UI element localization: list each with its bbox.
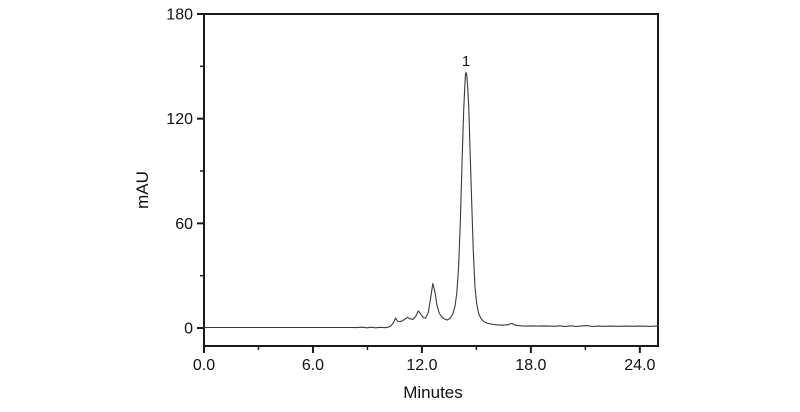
plot-border xyxy=(203,13,659,347)
x-axis-title: Minutes xyxy=(403,383,463,402)
chromatogram-trace xyxy=(203,71,659,329)
x-tick-label: 12.0 xyxy=(406,357,437,374)
y-tick-label: 180 xyxy=(166,7,193,24)
axis-ticks xyxy=(197,13,641,353)
x-tick-label: 6.0 xyxy=(302,357,324,374)
y-axis-title: mAU xyxy=(133,171,152,209)
trace-line xyxy=(203,71,659,329)
x-tick-label: 18.0 xyxy=(515,357,546,374)
x-tick-label: 24.0 xyxy=(624,357,655,374)
axis-tick-labels: 0.0 6.0 12.0 18.0 24.0 0 60 120 180 xyxy=(166,7,655,375)
peak-annotations: 1 xyxy=(462,53,470,70)
y-tick-label: 60 xyxy=(175,216,193,233)
y-tick-label: 120 xyxy=(166,111,193,128)
y-tick-label: 0 xyxy=(184,321,193,338)
x-tick-label: 0.0 xyxy=(193,357,215,374)
peak-number-label: 1 xyxy=(462,53,470,70)
